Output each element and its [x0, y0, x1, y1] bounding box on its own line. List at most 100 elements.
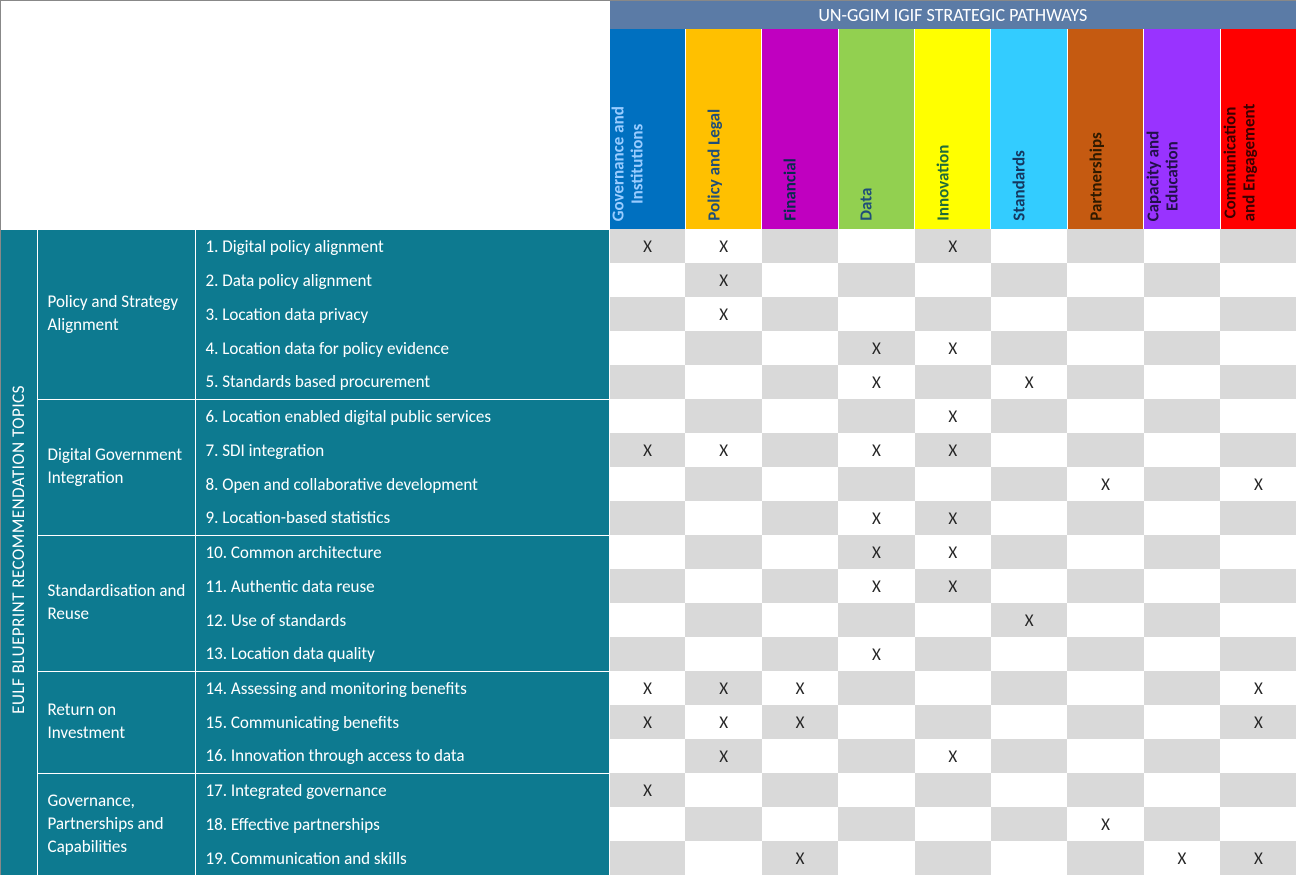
matrix-cell — [609, 637, 685, 671]
matrix-cell: X — [1220, 841, 1296, 875]
matrix-cell — [991, 739, 1067, 773]
matrix-cell — [609, 399, 685, 433]
matrix-cell — [838, 229, 914, 263]
pathway-header: Data — [838, 29, 914, 229]
matrix-cell — [1220, 569, 1296, 603]
matrix-cell — [609, 365, 685, 399]
matrix-cell — [915, 637, 991, 671]
matrix-cell — [609, 739, 685, 773]
table-row: 16. Innovation through access to dataXX — [1, 739, 1296, 773]
topic-label: 15. Communicating benefits — [195, 705, 609, 739]
matrix-cell: X — [685, 671, 761, 705]
pathway-header: Policy and Legal — [685, 29, 761, 229]
matrix-cell — [915, 671, 991, 705]
table-row: Return on Investment14. Assessing and mo… — [1, 671, 1296, 705]
matrix-cell — [991, 433, 1067, 467]
matrix-cell — [762, 501, 838, 535]
matrix-cell — [762, 773, 838, 807]
table-row: 4. Location data for policy evidenceXX — [1, 331, 1296, 365]
topic-label: 3. Location data privacy — [195, 297, 609, 331]
matrix-cell: X — [915, 569, 991, 603]
matrix-cell: X — [685, 433, 761, 467]
matrix-cell — [609, 331, 685, 365]
matrix-cell — [915, 705, 991, 739]
pathway-label-line2: Institutions — [629, 106, 648, 221]
matrix-cell: X — [1067, 467, 1143, 501]
matrix-cell: X — [609, 705, 685, 739]
matrix-cell: X — [685, 705, 761, 739]
matrix-cell — [1144, 773, 1220, 807]
pathway-header: Innovation — [915, 29, 991, 229]
matrix-cell — [1220, 331, 1296, 365]
matrix-cell — [1144, 671, 1220, 705]
group-label: Return on Investment — [37, 671, 195, 773]
table-row: 15. Communicating benefitsXXXX — [1, 705, 1296, 739]
matrix-cell — [991, 229, 1067, 263]
matrix-cell — [1144, 365, 1220, 399]
matrix-cell: X — [685, 297, 761, 331]
matrix-cell — [1220, 637, 1296, 671]
matrix-cell: X — [1220, 467, 1296, 501]
matrix-cell — [1144, 501, 1220, 535]
matrix-cell — [762, 807, 838, 841]
topic-label: 16. Innovation through access to data — [195, 739, 609, 773]
matrix-cell — [685, 365, 761, 399]
topic-label: 1. Digital policy alignment — [195, 229, 609, 263]
matrix-cell — [1067, 501, 1143, 535]
pathway-header: Financial — [762, 29, 838, 229]
table-row: 11. Authentic data reuseXX — [1, 569, 1296, 603]
matrix-cell — [991, 467, 1067, 501]
topic-label: 2. Data policy alignment — [195, 263, 609, 297]
table-row: 12. Use of standardsX — [1, 603, 1296, 637]
matrix-cell — [1220, 807, 1296, 841]
matrix-cell: X — [915, 229, 991, 263]
topic-label: 17. Integrated governance — [195, 773, 609, 807]
matrix-cell — [1067, 705, 1143, 739]
matrix-cell — [685, 807, 761, 841]
matrix-cell: X — [609, 773, 685, 807]
matrix-cell — [1067, 637, 1143, 671]
matrix-cell — [762, 467, 838, 501]
matrix-cell — [915, 841, 991, 875]
matrix-table: UN-GGIM IGIF STRATEGIC PATHWAYS Governan… — [1, 1, 1296, 875]
matrix-cell — [991, 569, 1067, 603]
matrix-cell — [1144, 807, 1220, 841]
matrix-cell — [838, 671, 914, 705]
topic-label: 4. Location data for policy evidence — [195, 331, 609, 365]
matrix-cell — [1220, 229, 1296, 263]
pathway-label-line1: Policy and Legal — [703, 109, 724, 221]
matrix-cell — [1144, 535, 1220, 569]
matrix-cell — [762, 297, 838, 331]
matrix-cell — [991, 263, 1067, 297]
matrix-body: EULF BLUEPRINT RECOMMENDATION TOPICSPoli… — [1, 229, 1296, 875]
matrix-cell: X — [915, 739, 991, 773]
matrix-cell — [1220, 433, 1296, 467]
table-row: 13. Location data qualityX — [1, 637, 1296, 671]
matrix-cell — [1144, 297, 1220, 331]
matrix-cell — [609, 603, 685, 637]
topic-label: 18. Effective partnerships — [195, 807, 609, 841]
matrix-cell — [685, 841, 761, 875]
matrix-cell — [991, 773, 1067, 807]
left-vertical-title: EULF BLUEPRINT RECOMMENDATION TOPICS — [1, 229, 37, 875]
group-label: Digital Government Integration — [37, 399, 195, 535]
topic-label: 12. Use of standards — [195, 603, 609, 637]
table-row: 9. Location-based statisticsXX — [1, 501, 1296, 535]
matrix-cell: X — [1220, 671, 1296, 705]
matrix-cell — [609, 297, 685, 331]
matrix-cell — [1220, 399, 1296, 433]
group-label: Governance, Partnerships and Capabilitie… — [37, 773, 195, 875]
topic-label: 9. Location-based statistics — [195, 501, 609, 535]
matrix-cell: X — [1067, 807, 1143, 841]
matrix-cell: X — [762, 705, 838, 739]
topic-label: 5. Standards based procurement — [195, 365, 609, 399]
matrix-cell — [1144, 637, 1220, 671]
matrix-cell — [1144, 229, 1220, 263]
matrix-cell — [1067, 535, 1143, 569]
matrix-cell — [762, 603, 838, 637]
pathway-label-line1: Partnerships — [1085, 133, 1106, 221]
pathway-header: Governance andInstitutions — [609, 29, 685, 229]
matrix-cell — [1220, 263, 1296, 297]
matrix-cell — [685, 637, 761, 671]
topic-label: 14. Assessing and monitoring benefits — [195, 671, 609, 705]
